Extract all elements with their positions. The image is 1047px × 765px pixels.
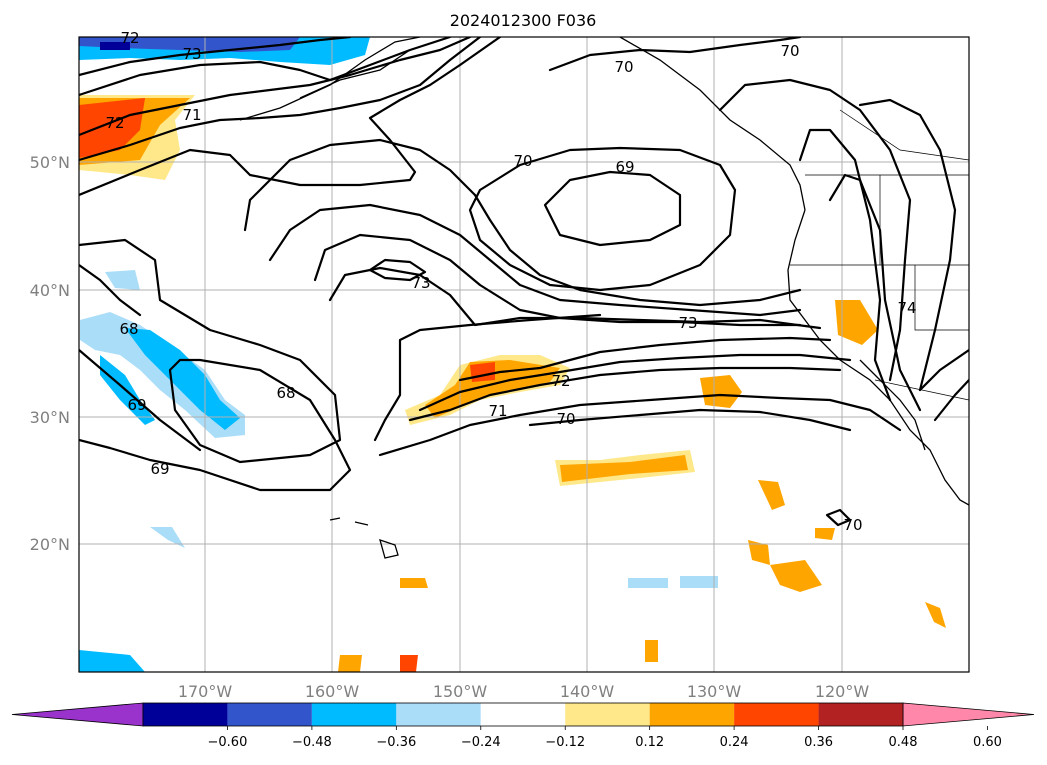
colorbar-swatch (227, 703, 312, 726)
positive-anomaly-small-5 (925, 602, 946, 628)
positive-anomaly-small-3 (400, 655, 418, 672)
contour-label: 72 (551, 372, 570, 390)
positive-anomaly-subtropical-core (560, 455, 688, 482)
colorbar-tick-label: −0.60 (208, 735, 248, 750)
colorbar-tick-label: −0.24 (461, 735, 501, 750)
colorbar-tick-label: 0.60 (973, 735, 1002, 750)
contour-labels: 72 73 72 71 70 69 73 68 68 69 69 73 72 7… (105, 29, 916, 534)
positive-anomaly-east-4 (748, 540, 770, 565)
positive-anomaly-east-2 (835, 300, 878, 345)
contour-label: 70 (556, 410, 575, 428)
positive-anomaly-east-3 (758, 480, 785, 510)
colorbar-tick-label: −0.36 (376, 735, 416, 750)
colorbar-tick-label: 0.24 (720, 735, 749, 750)
colorbar-tick-label: −0.48 (292, 735, 332, 750)
map-frame (78, 36, 970, 673)
lat-label: 50°N (30, 153, 70, 172)
contour-label: 73 (182, 45, 201, 63)
colorbar-swatch (311, 703, 397, 726)
colorbar-outline (142, 702, 904, 727)
negative-anomaly-spot (100, 355, 155, 425)
positive-anomaly-band-core (425, 360, 560, 418)
negative-anomaly-small-3 (150, 527, 185, 548)
negative-anomaly-sw (79, 650, 145, 672)
positive-anomaly-band-peak (470, 362, 495, 382)
contour-label: 70 (614, 58, 633, 76)
lon-label: 130°W (687, 682, 742, 701)
geopotential-contours (79, 37, 969, 527)
negative-anomaly-spot-2 (105, 270, 140, 290)
positive-anomaly-east-5 (770, 560, 822, 592)
contour-label: 70 (513, 152, 532, 170)
contour-label: 69 (150, 460, 169, 478)
strong-negative-anomaly (100, 42, 130, 50)
contour-label: 70 (843, 516, 862, 534)
contour-label: 68 (276, 384, 295, 402)
positive-anomaly-small-2 (338, 655, 362, 672)
positive-anomaly-east-6 (815, 528, 835, 540)
colorbar-swatch (480, 703, 566, 726)
colorbar-tick-label: 0.12 (635, 735, 664, 750)
contour-label: 71 (488, 402, 507, 420)
positive-anomaly-small-4 (645, 640, 658, 662)
lon-label: 160°W (305, 682, 360, 701)
map-area (79, 37, 969, 672)
contour-label: 73 (411, 274, 430, 292)
colorbar-tick-label: 0.48 (889, 735, 918, 750)
negative-anomaly-small (628, 578, 668, 588)
positive-anomaly-core (79, 98, 145, 158)
contour-label: 72 (120, 29, 139, 47)
colorbar-swatch (143, 703, 228, 726)
colorbar-swatch (818, 703, 903, 726)
positive-anomaly-small (400, 578, 428, 588)
colorbar-swatch (649, 703, 735, 726)
negative-anomaly-streak-core (125, 328, 240, 430)
contour-label: 69 (615, 158, 634, 176)
colorbar-swatch (734, 703, 819, 726)
negative-anomaly-small-2 (680, 576, 718, 588)
contour-label: 74 (897, 299, 916, 317)
lon-label: 120°W (815, 682, 870, 701)
colorbar-extend-min (11, 702, 144, 727)
lon-label: 140°W (560, 682, 615, 701)
contour-label: 72 (105, 114, 124, 132)
lon-label: 170°W (178, 682, 233, 701)
positive-anomaly-east-1 (700, 375, 742, 408)
lat-label: 40°N (30, 281, 70, 300)
graticule (79, 37, 969, 672)
lon-label: 150°W (433, 682, 488, 701)
lat-label: 20°N (30, 535, 70, 554)
colorbar-swatch (396, 703, 481, 726)
colorbar-swatch (565, 703, 650, 726)
contour-label: 71 (182, 106, 201, 124)
anomaly-shading (79, 37, 946, 672)
latitude-labels: 50°N 40°N 30°N 20°N (30, 153, 70, 554)
longitude-labels: 170°W 160°W 150°W 140°W 130°W 120°W (178, 682, 870, 701)
map-title: 2024012300 F036 (450, 11, 597, 30)
colorbar-extend-max (902, 702, 1035, 727)
colorbar-tick-label: 0.36 (804, 735, 833, 750)
colorbar-tick-label: −0.12 (545, 735, 585, 750)
contour-label: 69 (127, 396, 146, 414)
contour-label: 68 (119, 320, 138, 338)
contour-label: 73 (678, 314, 697, 332)
contour-label: 70 (780, 42, 799, 60)
colorbar: −0.60 −0.48 −0.36 −0.24 −0.12 0.12 0.24 0.36 0.4… (11, 702, 1035, 750)
lat-label: 30°N (30, 408, 70, 427)
